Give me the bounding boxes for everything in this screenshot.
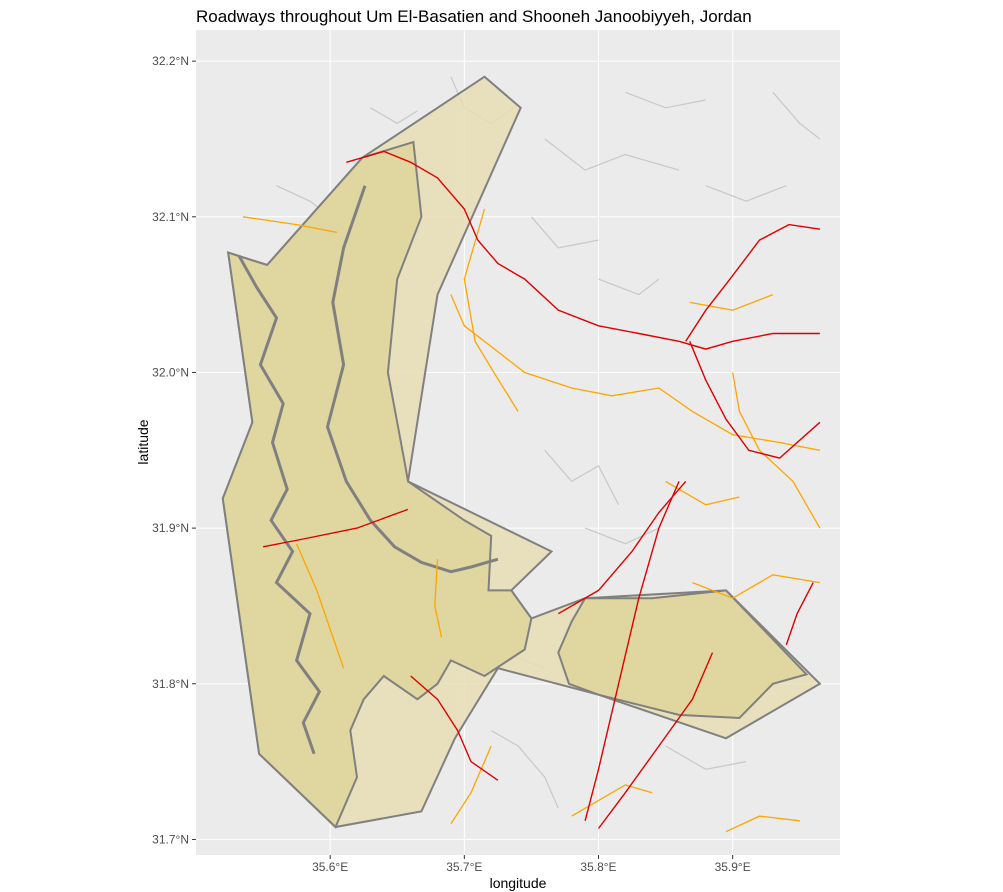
west-river <box>237 254 322 755</box>
primary-road <box>785 582 814 646</box>
minor-road <box>544 138 680 171</box>
inner-region <box>221 140 533 829</box>
x-tick-label: 35.6°E <box>312 860 348 874</box>
minor-road <box>544 449 620 506</box>
y-tick-label: 32.0°N <box>152 365 189 379</box>
district-boundaries <box>221 75 822 829</box>
secondary-road <box>434 559 443 638</box>
x-tick-label: 35.8°E <box>580 860 616 874</box>
primary-road <box>584 481 680 821</box>
x-tick-label: 35.9°E <box>715 860 751 874</box>
y-tick-label: 32.2°N <box>152 54 189 68</box>
minor-road <box>772 91 821 140</box>
secondary-road <box>296 543 345 669</box>
primary-road <box>689 341 821 459</box>
y-tick-label: 31.7°N <box>152 832 189 846</box>
secondary-road <box>689 293 774 311</box>
minor-road <box>490 729 559 809</box>
y-axis-title: latitude <box>135 419 151 464</box>
secondary-road <box>463 208 519 412</box>
minor-road <box>705 185 787 202</box>
y-tick-label: 31.9°N <box>152 521 189 535</box>
primary-road <box>262 508 409 548</box>
secondary-road <box>450 294 821 451</box>
east-inner-region <box>557 589 809 720</box>
mid-river <box>325 185 499 574</box>
minor-road <box>530 216 599 249</box>
axes: 35.6°E 35.7°E 35.8°E 35.9°E 31.7°N 31.8°N 31.9… <box>152 54 751 874</box>
minor-road <box>584 527 660 545</box>
primary-road <box>597 652 714 829</box>
primary-road <box>346 150 820 350</box>
primary-roads <box>262 150 821 829</box>
minor-road <box>665 745 747 771</box>
primary-road <box>410 675 499 781</box>
secondary-road <box>242 216 338 234</box>
x-axis-title: longitude <box>490 875 547 891</box>
primary-road <box>685 223 821 342</box>
primary-road <box>557 480 687 615</box>
minor-road <box>625 91 706 109</box>
chart-title: Roadways throughout Um El-Basatien and S… <box>196 7 752 26</box>
minor-road <box>598 278 660 296</box>
y-tick-label: 31.8°N <box>152 677 189 691</box>
x-tick-label: 35.7°E <box>446 860 482 874</box>
y-tick-label: 32.1°N <box>152 210 189 224</box>
secondary-road <box>692 574 821 599</box>
secondary-road <box>450 745 492 825</box>
secondary-road <box>725 815 800 833</box>
minor-road <box>370 107 418 125</box>
secondary-road <box>732 372 821 529</box>
